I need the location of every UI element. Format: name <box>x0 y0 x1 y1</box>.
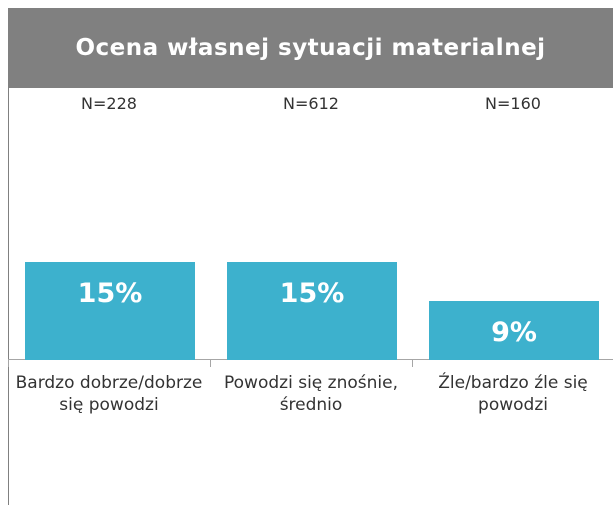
chart-title: Ocena własnej sytuacji materialnej <box>8 8 613 88</box>
axis-tick <box>210 360 211 367</box>
axis-tick <box>412 360 413 367</box>
data-label: 9% <box>491 317 537 349</box>
frame-line <box>8 8 9 505</box>
x-tick-label: Bardzo dobrze/dobrze się powodzi <box>15 373 203 415</box>
n-label: N=612 <box>283 94 339 113</box>
bar <box>429 301 599 360</box>
n-label: N=160 <box>485 94 541 113</box>
x-tick-label: Powodzi się znośnie, średnio <box>224 373 398 415</box>
n-label: N=228 <box>81 94 137 113</box>
axis-tick <box>8 360 9 367</box>
x-tick-label: Źle/bardzo źle się powodzi <box>438 373 588 415</box>
bar <box>227 261 397 360</box>
data-label: 15% <box>77 277 143 309</box>
data-label: 15% <box>279 277 345 309</box>
bar <box>25 261 195 360</box>
